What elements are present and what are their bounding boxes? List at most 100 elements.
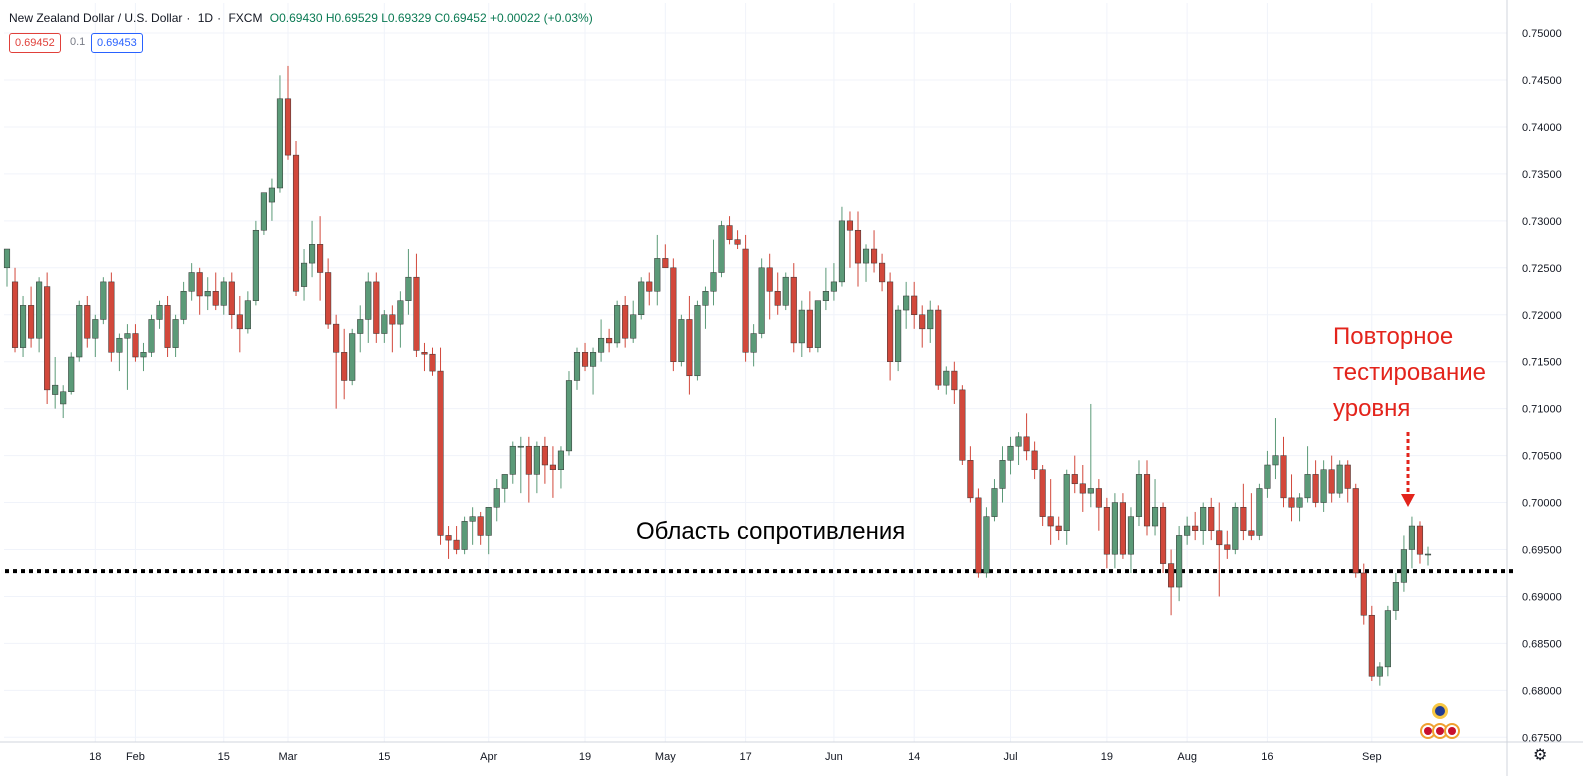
candle-body: [959, 389, 966, 461]
candle: [44, 272, 51, 404]
candle: [1416, 521, 1424, 564]
candle-body: [36, 281, 43, 339]
candle: [573, 347, 581, 390]
y-tick-label: 0.74000: [1522, 122, 1562, 134]
candle-body: [212, 291, 219, 306]
candle-body: [276, 98, 284, 189]
candle: [830, 263, 837, 301]
grid: [4, 3, 1507, 742]
candle-body: [260, 192, 267, 231]
interval[interactable]: 1D: [197, 11, 214, 25]
candle: [1127, 507, 1135, 573]
candle: [1087, 403, 1094, 508]
candle: [622, 295, 629, 348]
candle: [814, 300, 821, 353]
candle: [943, 366, 950, 395]
spread-value: 0.1: [70, 36, 86, 48]
candle-body: [236, 314, 243, 330]
candle-body: [1288, 497, 1295, 508]
candle: [405, 249, 412, 315]
candle-body: [622, 305, 629, 339]
candle: [461, 516, 468, 555]
candle: [92, 314, 99, 358]
candle-body: [750, 333, 757, 353]
candle: [1192, 511, 1199, 541]
y-tick-label: 0.70000: [1522, 498, 1562, 510]
candle: [1055, 516, 1062, 541]
candle: [846, 211, 854, 268]
candle-body: [52, 384, 59, 395]
candle: [774, 272, 781, 315]
candle: [1296, 493, 1303, 522]
candle: [292, 141, 300, 296]
candle: [718, 220, 725, 278]
candle: [1023, 413, 1030, 461]
gear-icon[interactable]: ⚙: [1533, 747, 1548, 764]
candle: [766, 253, 773, 320]
candle: [84, 295, 91, 348]
candle: [525, 436, 532, 503]
candle-body: [814, 300, 821, 348]
candle: [1039, 464, 1046, 527]
candle: [36, 277, 43, 353]
candle-body: [485, 506, 492, 536]
candle: [1312, 460, 1319, 508]
arrow-head: [1401, 494, 1415, 507]
candle: [742, 234, 749, 362]
candle-body: [854, 229, 862, 264]
candle-body: [1063, 474, 1070, 531]
y-tick-label: 0.69000: [1522, 591, 1562, 603]
candle: [1392, 572, 1399, 620]
candle: [549, 446, 556, 498]
candle: [509, 441, 516, 484]
candle: [959, 385, 966, 465]
candle-body: [244, 300, 251, 330]
candle: [1071, 455, 1078, 494]
candle-body: [935, 309, 942, 386]
y-tick-label: 0.75000: [1522, 28, 1562, 40]
y-tick-label: 0.71500: [1522, 357, 1562, 369]
candle-body: [204, 291, 211, 297]
candle-body: [76, 305, 83, 358]
candle: [349, 328, 356, 386]
candle-body: [140, 352, 147, 358]
candle: [1063, 469, 1070, 545]
y-tick-label: 0.73000: [1522, 216, 1562, 228]
candle: [975, 488, 982, 578]
candle-body: [1328, 469, 1335, 494]
candle: [1360, 563, 1367, 625]
candle: [204, 277, 211, 311]
candle-body: [525, 445, 532, 475]
candle-body: [1224, 544, 1231, 550]
candle-body: [549, 464, 556, 470]
candle-body: [349, 333, 356, 381]
candle: [1344, 460, 1351, 503]
candle-body: [124, 333, 131, 339]
candle: [140, 342, 147, 372]
candle-body: [421, 352, 428, 355]
y-tick-label: 0.73500: [1522, 169, 1562, 181]
candle-body: [1071, 474, 1078, 485]
candle-body: [1023, 436, 1030, 452]
candle-body: [726, 225, 733, 240]
candle: [421, 342, 428, 372]
retest-annotation: Повторное тестирование уровня: [1333, 319, 1486, 427]
candle: [702, 286, 709, 329]
sell-price[interactable]: 0.69452: [9, 33, 61, 53]
y-tick-label: 0.69500: [1522, 545, 1562, 557]
candle-body: [341, 352, 348, 381]
retest-arrow: [1401, 432, 1460, 739]
candle-body: [766, 267, 773, 292]
candle: [1208, 497, 1215, 541]
candle-body: [758, 267, 765, 334]
candle: [517, 436, 524, 494]
candle: [317, 216, 324, 301]
buy-price[interactable]: 0.69453: [91, 33, 143, 53]
resistance-annotation: Область сопротивления: [636, 518, 906, 545]
symbol-name[interactable]: New Zealand Dollar / U.S. Dollar: [9, 11, 183, 25]
candle-body: [1127, 516, 1135, 555]
candle: [1047, 479, 1054, 545]
candle-body: [333, 323, 340, 353]
candle: [124, 324, 131, 390]
